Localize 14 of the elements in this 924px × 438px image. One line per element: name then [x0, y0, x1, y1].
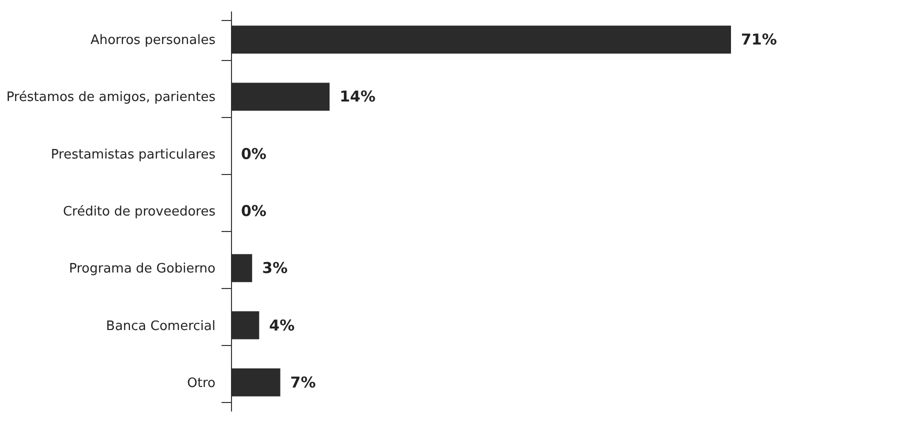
- data-label: 7%: [290, 373, 316, 392]
- y-tick-label: Prestamistas particulares: [50, 147, 216, 162]
- y-tick-label: Préstamos de amigos, parientes: [6, 90, 216, 106]
- data-label: 0%: [241, 202, 266, 220]
- data-label: 14%: [340, 88, 376, 106]
- y-tick-label: Banca Comercial: [106, 318, 216, 334]
- y-tick-label: Programa de Gobierno: [68, 262, 216, 277]
- data-label: 4%: [269, 316, 295, 334]
- data-label: 3%: [262, 259, 288, 278]
- y-tick-label: Crédito de proveedores: [62, 204, 216, 220]
- data-label: 0%: [241, 144, 266, 163]
- y-tick-label: Ahorros personales: [90, 33, 216, 48]
- y-tick-label: Otro: [187, 376, 216, 391]
- data-label: 71%: [741, 30, 777, 49]
